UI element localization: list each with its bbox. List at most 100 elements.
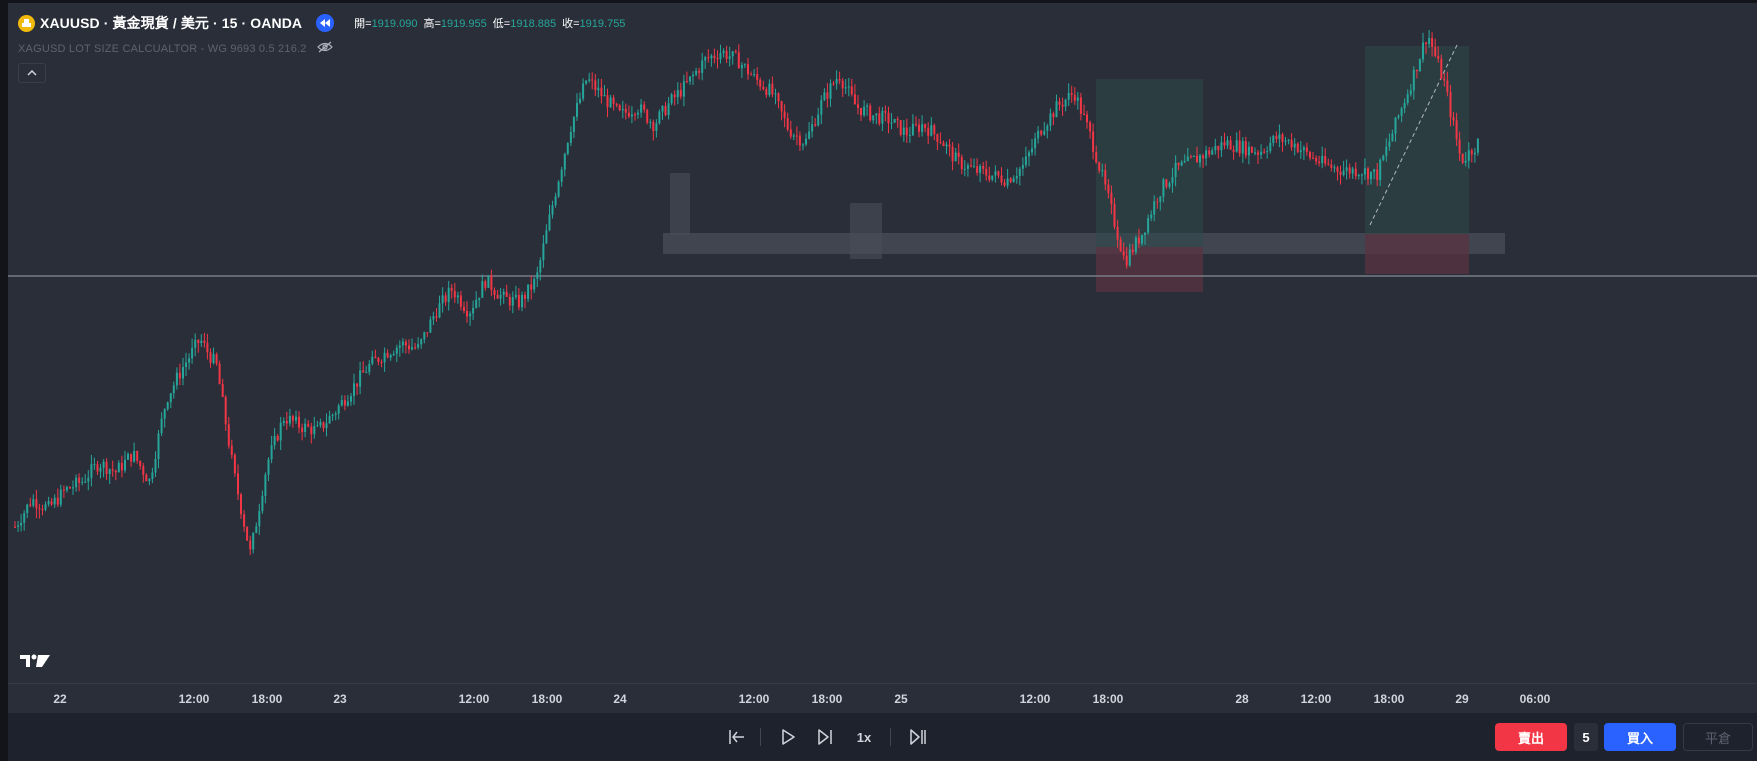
candle-body bbox=[750, 74, 753, 76]
candle-body bbox=[408, 345, 410, 350]
small-zone-2[interactable] bbox=[850, 203, 882, 259]
candle-body bbox=[783, 111, 786, 118]
candle-body bbox=[44, 504, 47, 510]
candle-body bbox=[1241, 141, 1244, 154]
candle-body bbox=[939, 141, 942, 143]
candle-body bbox=[554, 196, 557, 206]
trend-line-dashed[interactable] bbox=[1369, 42, 1459, 226]
symbol-title[interactable]: XAUUSD · 黃金現貨 / 美元 · 15 · OANDA bbox=[40, 15, 303, 31]
long-position-2-loss-zone[interactable] bbox=[1365, 234, 1469, 274]
candle-body bbox=[203, 340, 206, 343]
candle-body bbox=[1254, 152, 1256, 154]
chart-pane[interactable]: XAUUSD · 黃金現貨 / 美元 · 15 · OANDA 開=1919.0… bbox=[8, 3, 1757, 683]
time-axis-label: 12:00 bbox=[458, 692, 490, 706]
candle-body bbox=[551, 205, 554, 215]
candle-body bbox=[1058, 101, 1061, 105]
eye-hidden-icon[interactable] bbox=[316, 41, 333, 56]
candle-body bbox=[343, 400, 346, 406]
candle-body bbox=[661, 106, 664, 112]
time-axis[interactable]: 22 12:00 18:00 23 12:00 18:00 24 12:00 18:00 25 12… bbox=[8, 683, 1757, 714]
candle-body bbox=[157, 433, 160, 459]
candle-body bbox=[511, 297, 514, 306]
sell-button[interactable]: 賣出 bbox=[1495, 723, 1567, 751]
candle-body bbox=[432, 316, 435, 320]
candle-body bbox=[313, 426, 316, 435]
candle-body bbox=[1086, 114, 1088, 123]
candle-body bbox=[243, 514, 246, 527]
candle-body bbox=[835, 79, 838, 84]
collapse-legend-button[interactable] bbox=[18, 63, 46, 83]
candle-body bbox=[976, 166, 979, 173]
time-axis-label: 12:00 bbox=[738, 692, 770, 706]
candle-body bbox=[1244, 141, 1247, 156]
candle-body bbox=[542, 243, 545, 261]
candle-body bbox=[728, 56, 731, 59]
tradingview-logo-icon[interactable] bbox=[20, 653, 50, 674]
candle-body bbox=[139, 460, 142, 466]
quantity-field[interactable]: 5 bbox=[1574, 723, 1598, 751]
candle-body bbox=[435, 316, 438, 318]
jump-to-start-button[interactable] bbox=[724, 724, 750, 750]
time-axis-label: 12:00 bbox=[1019, 692, 1051, 706]
candle-body bbox=[1434, 46, 1437, 56]
candle-body bbox=[1345, 167, 1348, 171]
candle-body bbox=[527, 284, 530, 299]
candle-body bbox=[463, 306, 465, 311]
candle-body bbox=[1147, 218, 1150, 233]
candle-body bbox=[1315, 157, 1318, 162]
candle-body bbox=[1196, 155, 1198, 163]
candle-body bbox=[1159, 196, 1162, 202]
jump-to-realtime-button[interactable] bbox=[903, 724, 933, 750]
candle-body bbox=[652, 121, 655, 131]
candle-body bbox=[731, 51, 734, 57]
candle-body bbox=[1382, 155, 1385, 160]
indicator-legend[interactable]: XAGUSD LOT SIZE CALCUALTOR - WG 9693 0.5… bbox=[18, 41, 333, 56]
replay-rewind-icon[interactable] bbox=[316, 14, 335, 32]
long-position-loss-zone[interactable] bbox=[1096, 247, 1203, 292]
speed-selector[interactable]: 1x bbox=[856, 729, 872, 745]
candle-body bbox=[56, 497, 59, 505]
candle-body bbox=[857, 104, 859, 108]
step-forward-button[interactable] bbox=[812, 724, 838, 750]
candle-body bbox=[743, 64, 746, 66]
price-chart[interactable] bbox=[8, 3, 1757, 683]
candle-body bbox=[298, 416, 300, 428]
candle-body bbox=[1034, 138, 1037, 149]
candle-body bbox=[1309, 152, 1311, 158]
candle-body bbox=[780, 101, 783, 112]
time-axis-label: 18:00 bbox=[531, 692, 563, 706]
candle-body bbox=[1003, 182, 1006, 186]
time-axis-label: 06:00 bbox=[1519, 692, 1551, 706]
open-label: 開= bbox=[354, 18, 372, 30]
candle-body bbox=[682, 81, 685, 97]
candle-body bbox=[1177, 162, 1180, 166]
close-position-button[interactable]: 平倉 bbox=[1683, 723, 1753, 751]
small-zone-1[interactable] bbox=[670, 173, 690, 235]
candle-body bbox=[884, 110, 887, 113]
candle-body bbox=[1006, 178, 1009, 186]
long-position-profit-zone[interactable] bbox=[1096, 79, 1203, 247]
candle-body bbox=[163, 409, 166, 419]
candle-body bbox=[737, 52, 740, 69]
candle-body bbox=[719, 53, 722, 60]
candle-body bbox=[392, 353, 395, 356]
candle-body bbox=[673, 94, 676, 98]
play-button[interactable] bbox=[775, 724, 801, 750]
candle-body bbox=[414, 347, 417, 349]
candle-body bbox=[496, 294, 499, 299]
candle-body bbox=[1287, 139, 1290, 141]
candle-body bbox=[1238, 140, 1241, 154]
candle-body bbox=[853, 94, 856, 105]
candle-body bbox=[1015, 176, 1018, 179]
candle-body bbox=[1131, 249, 1134, 252]
buy-button[interactable]: 買入 bbox=[1604, 723, 1676, 751]
candle-body bbox=[1437, 55, 1440, 59]
candle-body bbox=[753, 74, 756, 75]
candle-body bbox=[368, 363, 371, 373]
candle-body bbox=[829, 83, 832, 99]
candle-body bbox=[1229, 140, 1232, 150]
candle-body bbox=[1183, 161, 1186, 163]
candle-body bbox=[426, 332, 429, 334]
candle-body bbox=[386, 352, 389, 358]
candle-body bbox=[133, 451, 136, 462]
